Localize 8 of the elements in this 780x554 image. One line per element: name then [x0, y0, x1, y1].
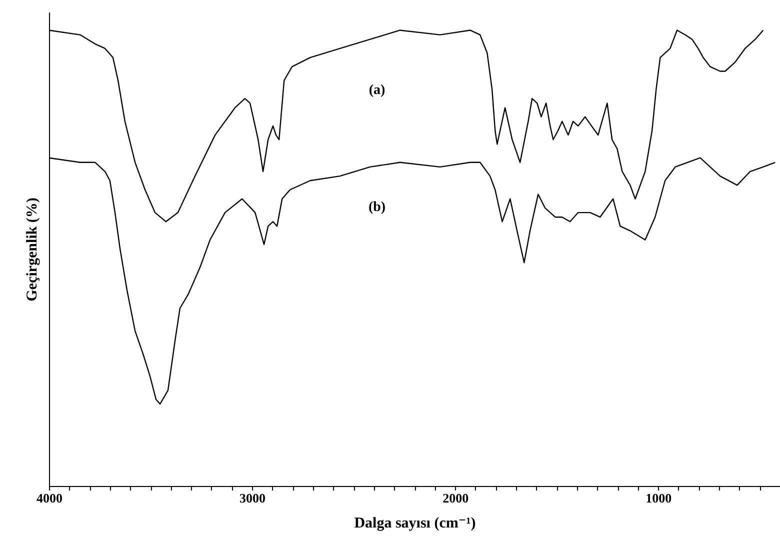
- x-tick-label: 2000: [442, 490, 469, 506]
- x-tick-label: 4000: [36, 490, 62, 506]
- x-tick-label: 3000: [240, 490, 266, 506]
- annotation: (b): [368, 200, 386, 215]
- x-tick-label: 1000: [646, 490, 672, 506]
- y-axis-title: Geçirgenlik (%): [24, 198, 40, 302]
- annotation: (a): [368, 83, 386, 98]
- x-axis-title: Dalga sayısı (cm⁻¹): [354, 516, 476, 532]
